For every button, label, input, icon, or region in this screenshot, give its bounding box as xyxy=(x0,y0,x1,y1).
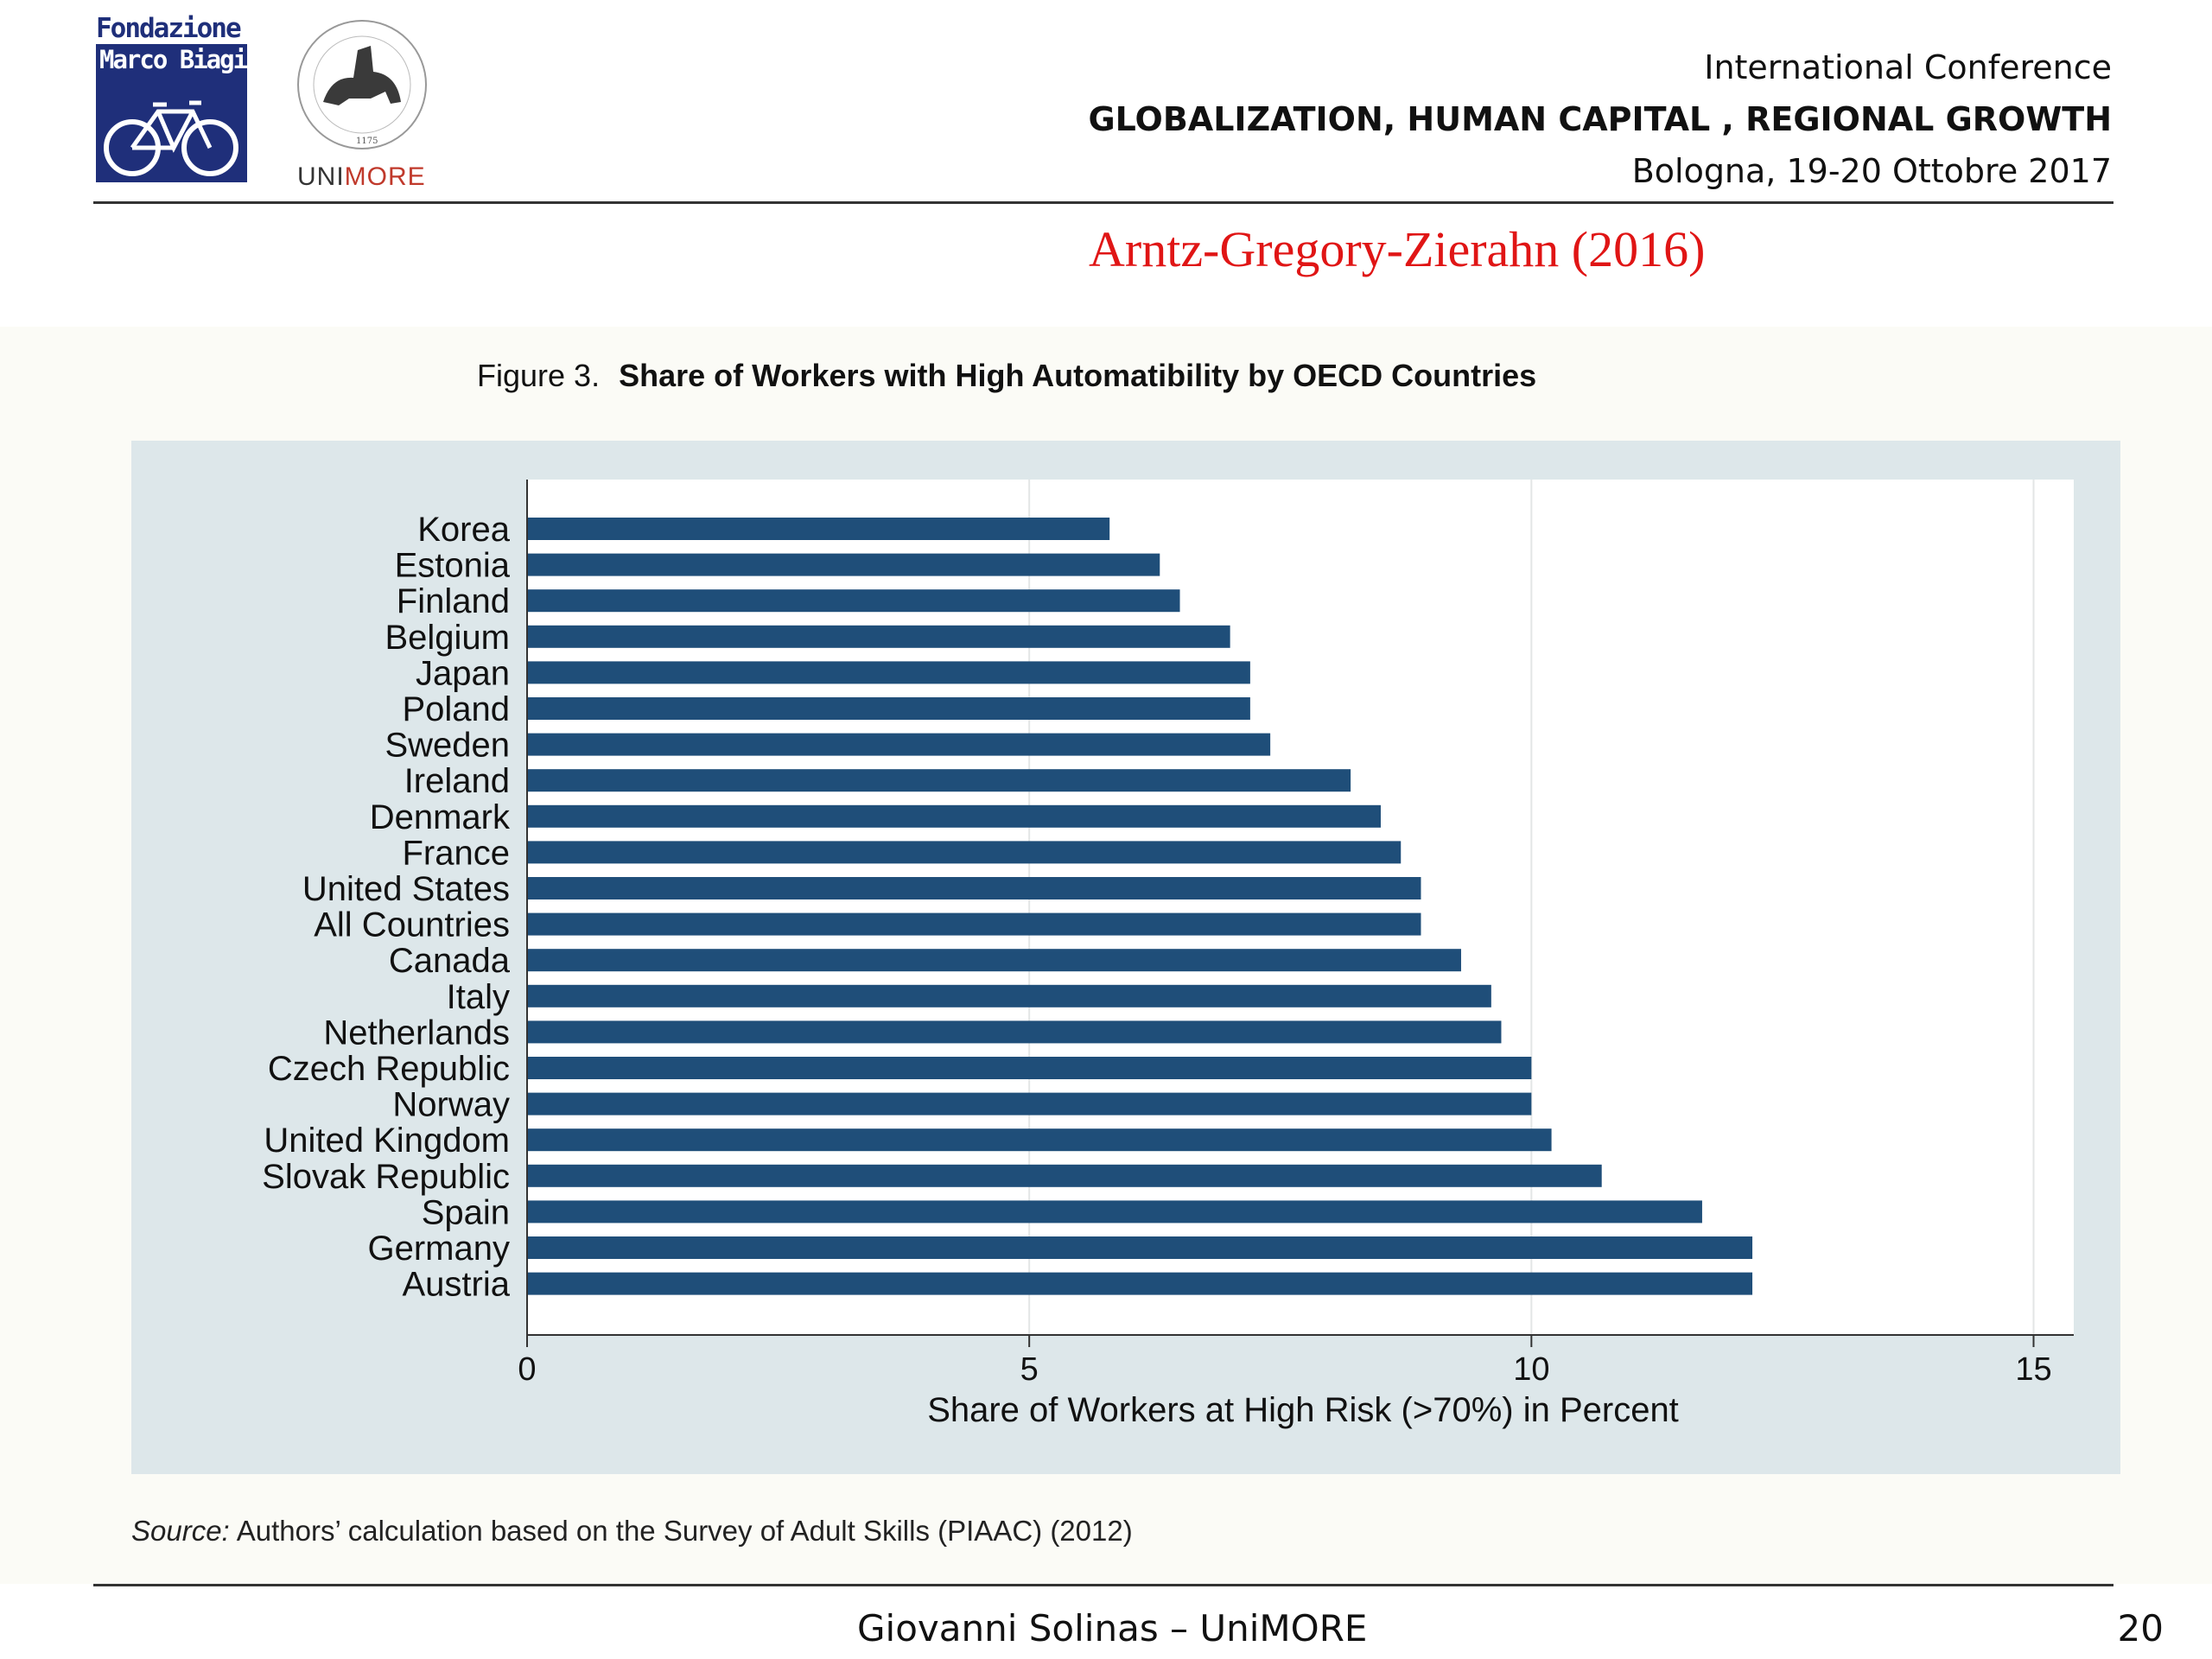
bar xyxy=(527,1272,1753,1295)
category-label: Poland xyxy=(402,690,510,728)
category-label: Spain xyxy=(422,1193,510,1231)
figure-title: Figure 3. Share of Workers with High Auto… xyxy=(477,358,1536,394)
category-label: United States xyxy=(302,870,510,908)
bar xyxy=(527,1236,1753,1259)
x-tick-label: 5 xyxy=(1020,1351,1039,1388)
category-label: Ireland xyxy=(404,762,510,800)
bar xyxy=(527,697,1250,720)
figure-label: Figure 3. xyxy=(477,358,601,393)
bar xyxy=(527,912,1421,936)
unimore-logo: 1175 UNIMORE xyxy=(289,16,444,193)
category-label: Germany xyxy=(368,1230,511,1268)
conference-place-date: Bologna, 19-20 Ottobre 2017 xyxy=(1631,152,2112,190)
bar xyxy=(527,1092,1532,1116)
logo-text-line-2: Marco Biagi xyxy=(99,45,248,74)
bar xyxy=(527,804,1381,828)
category-label: Slovak Republic xyxy=(262,1158,510,1196)
bar xyxy=(527,1128,1552,1152)
category-label: Denmark xyxy=(370,798,511,836)
x-axis-label: Share of Workers at High Risk (>70%) in … xyxy=(927,1391,1679,1429)
bar xyxy=(527,1020,1502,1044)
gridlines xyxy=(1028,480,2035,1335)
figure-title-text: Share of Workers with High Automatibilit… xyxy=(619,358,1537,393)
x-tick-label: 0 xyxy=(518,1351,536,1388)
plot-area xyxy=(527,480,2074,1335)
bar xyxy=(527,589,1180,613)
seal-year: 1175 xyxy=(356,137,378,146)
figure-source: Source: Authors’ calculation based on the… xyxy=(131,1515,1133,1548)
category-label: Estonia xyxy=(395,547,511,585)
category-label: Japan xyxy=(416,654,510,692)
category-label: Czech Republic xyxy=(268,1050,510,1088)
bicycle-icon xyxy=(104,100,238,176)
category-label: Finland xyxy=(397,582,510,620)
x-ticks: 0 5 10 15 xyxy=(518,1335,2052,1388)
bar xyxy=(527,769,1351,792)
footer-author: Giovanni Solinas – UniMORE xyxy=(857,1607,1368,1649)
bar xyxy=(527,949,1461,972)
x-tick-label: 10 xyxy=(1513,1351,1549,1388)
bar xyxy=(527,553,1160,576)
unimore-logo-more: MORE xyxy=(344,162,426,191)
bar xyxy=(527,984,1491,1007)
logo-text-line-1: Fondazione xyxy=(96,13,251,44)
category-labels: KoreaEstoniaFinlandBelgiumJapanPolandSwe… xyxy=(262,511,511,1304)
conference-title: GLOBALIZATION, HUMAN CAPITAL , REGIONAL … xyxy=(1088,100,2112,138)
category-label: United Kingdom xyxy=(264,1122,510,1160)
bar xyxy=(527,1200,1702,1224)
bars xyxy=(527,518,1753,1295)
category-label: Netherlands xyxy=(323,1014,510,1052)
x-tick-label: 15 xyxy=(2015,1351,2051,1388)
source-text: Authors’ calculation based on the Survey… xyxy=(236,1515,1133,1547)
category-label: Italy xyxy=(447,978,510,1016)
category-label: All Countries xyxy=(314,906,510,944)
footer-divider xyxy=(93,1584,2113,1586)
bar xyxy=(527,1057,1532,1079)
unimore-logo-text: UNIMORE xyxy=(297,162,426,191)
category-label: Belgium xyxy=(385,619,510,657)
bar xyxy=(527,877,1421,899)
bar xyxy=(527,518,1110,540)
fondazione-marco-biagi-logo: Fondazione Marco Biagi xyxy=(96,13,251,182)
bar xyxy=(527,625,1230,648)
category-label: Canada xyxy=(389,942,511,980)
category-label: Sweden xyxy=(385,727,510,765)
source-prefix: Source: xyxy=(131,1515,230,1547)
bar xyxy=(527,661,1250,684)
category-label: Norway xyxy=(392,1086,510,1124)
bar xyxy=(527,1164,1602,1187)
conference-label: International Conference xyxy=(1704,48,2112,86)
category-label: Korea xyxy=(417,511,510,549)
bar xyxy=(527,841,1402,864)
category-label: France xyxy=(403,834,511,872)
category-label: Austria xyxy=(403,1266,511,1304)
bar xyxy=(527,733,1271,756)
axes xyxy=(526,480,2074,1336)
citation-title: Arntz-Gregory-Zierahn (2016) xyxy=(1089,221,1706,277)
page-number: 20 xyxy=(2117,1607,2164,1649)
university-seal-icon: 1175 xyxy=(297,20,427,149)
header-divider xyxy=(93,201,2113,204)
